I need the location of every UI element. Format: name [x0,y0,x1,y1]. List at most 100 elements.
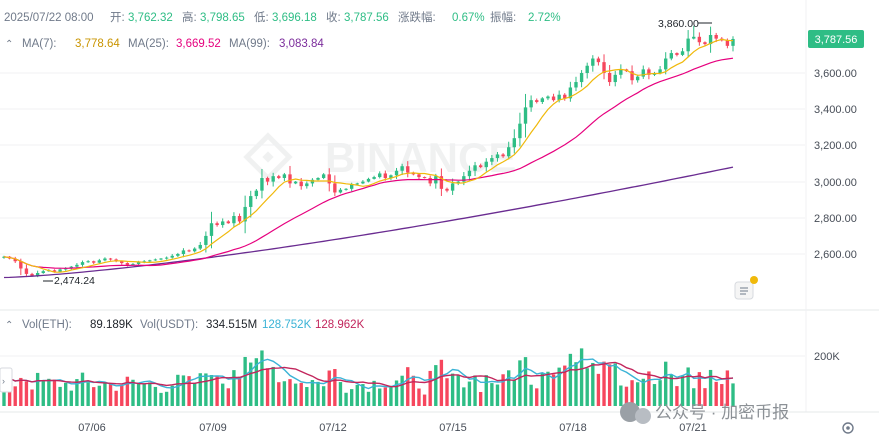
candle-body [692,36,696,39]
volume-bar [86,382,90,406]
note-icon[interactable] [734,276,758,300]
candle-body [321,174,326,178]
volume-bar [265,368,270,406]
left-expand-control[interactable]: › [0,367,13,393]
candle-body [226,221,230,224]
candle-body [725,40,730,46]
ma-legend-toggle[interactable]: ⌃ [5,39,13,50]
candle-body [187,250,191,252]
volume-bar [507,370,511,406]
volume-bar [321,386,326,406]
candle-body [19,261,23,269]
volume-bar [120,385,124,406]
candle-body [30,273,34,277]
vol-legend: ⌃ Vol(ETH): 89.189K Vol(USDT): 334.515M … [5,319,365,331]
price-axis: 3,600.00 3,400.00 3,200.00 3,000.00 2,80… [814,68,857,363]
volume-bar [47,378,51,406]
candle-body [125,263,130,265]
volume-bar [406,367,410,406]
volume-bar [232,370,236,406]
volume-bar [652,384,657,406]
volume-bar [675,386,679,406]
candle-body [209,223,214,236]
vol-legend-toggle[interactable]: ⌃ [5,320,13,331]
ma25-label: MA(25): [128,38,169,50]
ohlc-header: 2025/07/22 08:00 开: 3,762.32 高: 3,798.65… [4,10,561,24]
volume-bar [619,385,623,406]
candle-body [159,258,163,260]
volume-ma5-line [3,358,734,390]
candle-body [164,257,169,259]
x-tick: 07/12 [319,422,347,434]
ma7-value: 3,778.64 [75,38,120,50]
candle-body [546,96,550,99]
candle-body [277,176,281,178]
volume-bar [293,383,298,406]
volume-bar [2,382,6,406]
y-tick: 3,400.00 [814,104,857,116]
candle-body [535,100,539,102]
volume-bar [176,374,180,406]
volume-bar [103,382,107,406]
y-tick: 2,600.00 [814,249,857,261]
candle-body [192,248,197,252]
candle-body [271,176,275,182]
volume-bar [221,383,225,406]
volume-bar [607,364,612,406]
volume-bar [215,375,219,406]
candle-body [378,173,382,178]
volume-bar [484,375,488,406]
candle-body [400,166,404,171]
volume-bar [299,382,303,406]
candle-body [254,190,259,197]
candle-body [731,38,735,46]
candle-body [288,174,292,184]
volume-bar [613,363,617,406]
candle-body [619,69,623,75]
volume-bar [125,376,130,406]
volume-bar [720,384,724,406]
candle-body [607,73,612,83]
candle-body [635,76,640,81]
volume-bar [568,353,573,406]
candle-body [35,273,40,277]
x-tick: 07/15 [439,422,467,434]
x-tick: 07/06 [78,422,106,434]
volume-bar [237,376,242,406]
ma99-value: 3,083.84 [279,38,324,50]
volume-bar [170,385,174,406]
ma25-line [3,57,734,269]
close-label: 收: [326,10,341,24]
volume-bar [243,356,247,406]
candle-body [669,53,673,59]
candle-body [596,58,601,63]
volume-bar [467,381,472,406]
volume-bar [658,380,662,406]
ma99-line [3,166,734,279]
max-annotation-text: 3,860.00 [658,18,699,30]
volume-bar [680,375,685,406]
volume-bar [41,380,45,406]
candle-body [613,74,617,83]
candle-body [641,69,645,77]
settings-icon[interactable] [842,422,854,434]
volume-bar [153,386,158,406]
candle-body [585,65,589,73]
candle-body [299,181,303,187]
candle-body [181,250,186,254]
open-label: 开: [110,12,125,24]
amplitude-label: 振幅: [490,10,516,24]
volume-bar [114,390,118,406]
volume-bar [204,373,208,406]
volume-bar [209,375,214,406]
min-annotation: 2,474.24 [43,275,95,287]
y-tick: 3,000.00 [814,177,857,189]
volume-bar [148,382,152,406]
volume-bar [490,383,494,406]
current-price-text: 3,787.56 [815,34,858,46]
volume-bar [647,371,651,406]
volume-bar [434,365,438,406]
volume-bar [35,372,40,406]
candle-body [221,221,225,226]
